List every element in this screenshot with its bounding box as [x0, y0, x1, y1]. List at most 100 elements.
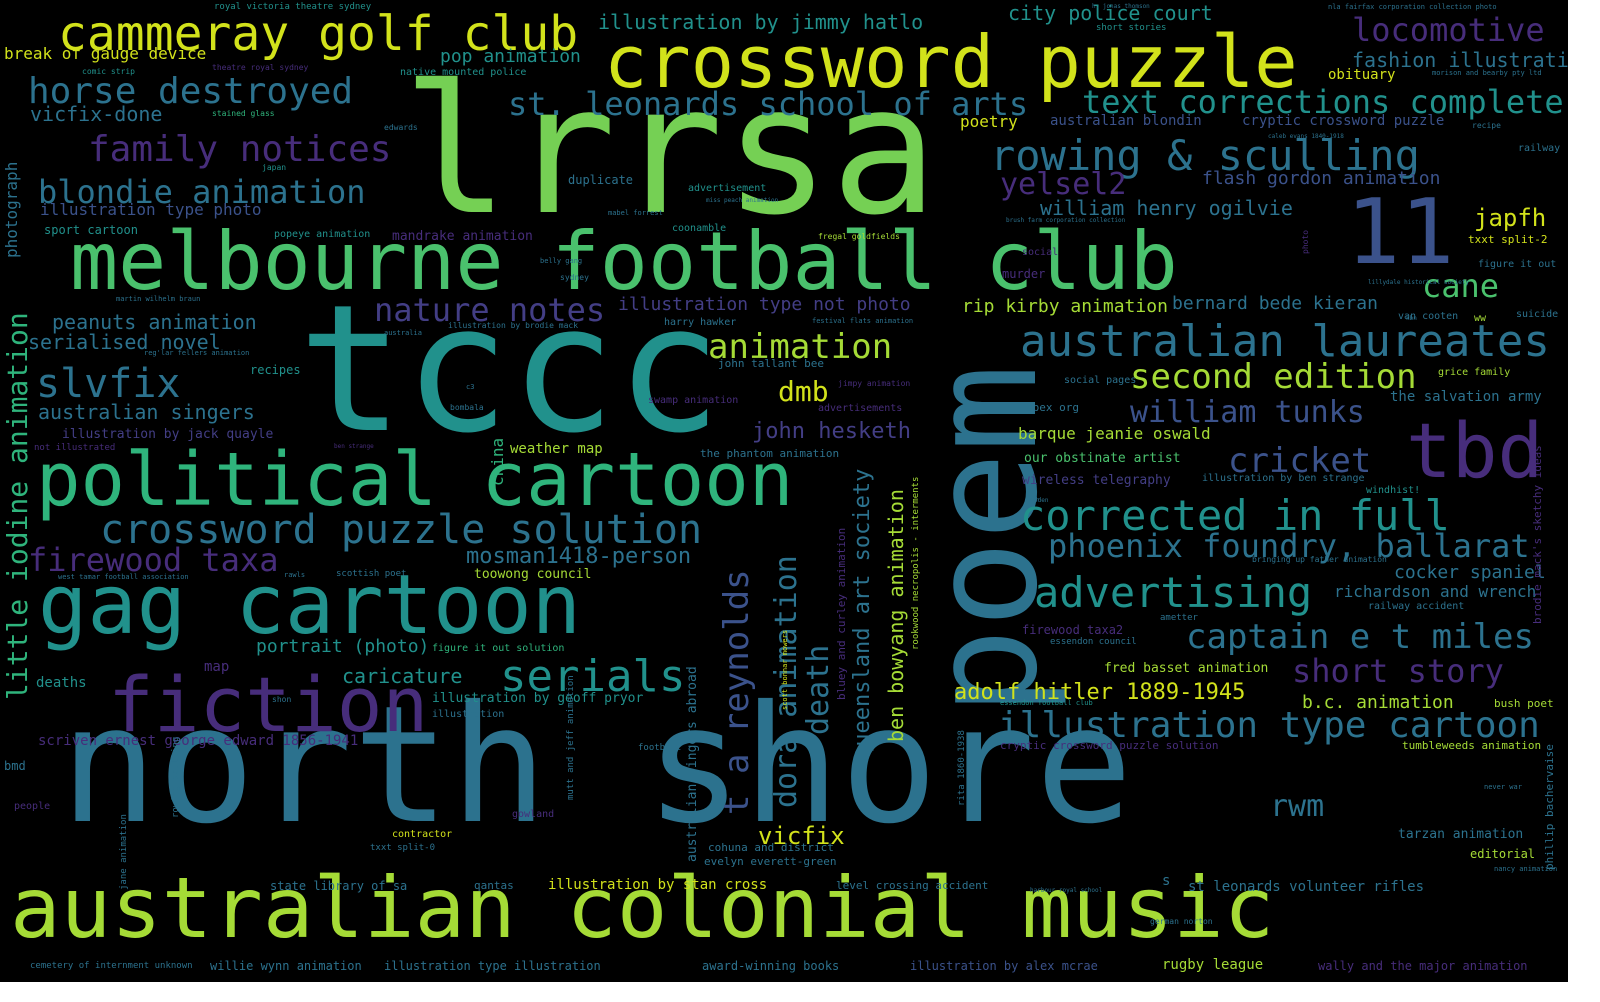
- word-contractor: contractor: [392, 829, 453, 840]
- word-sydney: sydney: [560, 273, 589, 282]
- word-photograph: photograph: [2, 161, 21, 258]
- word-advertising: advertising: [1034, 568, 1313, 617]
- word-short-story: short story: [1292, 652, 1504, 690]
- word-rowing-sculling: rowing & sculling: [990, 131, 1420, 180]
- word-illustration-by-geoff-pryor: illustration by geoff pryor: [432, 691, 644, 706]
- word-s: s: [1162, 873, 1171, 889]
- word-sport-cartoon: sport cartoon: [44, 223, 138, 237]
- word-state-library-of-sa: state library of sa: [270, 879, 408, 893]
- word-bc-animation: b.c. animation: [1302, 692, 1454, 713]
- word-ben-bowyang-animation: ben bowyang animation: [884, 489, 908, 742]
- word-nature-notes: nature notes: [374, 291, 606, 329]
- word-australia: australia: [384, 329, 422, 337]
- word-people: people: [14, 801, 51, 812]
- word-break-of-gauge-device: break of gauge device: [4, 44, 207, 63]
- word-crossword-puzzle: crossword puzzle: [604, 20, 1298, 104]
- word-adolf-hitler-1889-1945: adolf hitler 1889-1945: [954, 680, 1246, 705]
- word-lillydale-historical-society: lillydale historical society: [1368, 279, 1470, 286]
- word-japfh: japfh: [1474, 204, 1547, 232]
- word-blondie-animation: blondie animation: [38, 173, 366, 211]
- word-captain-e-t-miles: captain e t miles: [1186, 617, 1534, 657]
- word-cricket: cricket: [1228, 441, 1372, 481]
- word-locomotive: locomotive: [1352, 11, 1545, 49]
- word-fashion-illustration: fashion illustration: [1352, 48, 1568, 72]
- word-john-tallant-bee: john tallant bee: [718, 357, 824, 370]
- word-poem: poem: [900, 364, 1070, 716]
- word-cane: cane: [1422, 267, 1500, 305]
- word-australian-colonial-music: australian colonial music: [10, 859, 1275, 957]
- word-map: map: [204, 659, 230, 675]
- word-comic-strip: comic strip: [82, 67, 135, 76]
- word-caleb-evans-1840-1918: caleb evans 1840-1918: [1268, 133, 1344, 140]
- word-text-corrections-complete: text corrections complete: [1082, 83, 1564, 121]
- word-william-henry-ogilvie: william henry ogilvie: [1040, 196, 1293, 220]
- word-serials: serials: [500, 651, 686, 702]
- word-cryptic-crossword-puzzle-solution: cryptic crossword puzzle solution: [1000, 739, 1219, 752]
- word-essendon-council: essendon council: [1050, 637, 1137, 647]
- word-illustration: illustration: [432, 709, 505, 720]
- word-essendon-football-club: essendon football club: [1000, 699, 1093, 707]
- word-st-leonards-school-of-arts: st. leonards school of arts: [508, 85, 1029, 123]
- word-horse-destroyed: horse destroyed: [28, 71, 354, 112]
- word-bluey-and-curley-animation: bluey and curley animation: [835, 527, 848, 700]
- word-txxt-split-2: txxt split-2: [1468, 233, 1548, 246]
- word-social: social: [1022, 247, 1059, 258]
- word-illustration-by-jack-quayle: illustration by jack quayle: [62, 427, 274, 442]
- word-swamp-animation: swamp animation: [648, 395, 739, 406]
- word-firewood-taxa2: firewood taxa2: [1022, 623, 1124, 637]
- word-coonamble: coonamble: [672, 223, 727, 234]
- word-obituary: obituary: [1328, 67, 1396, 83]
- word-apex-org: apex org: [1026, 401, 1079, 414]
- word-tccc: tccc: [298, 267, 722, 472]
- word-melbourne-football-club: melbourne football club: [70, 215, 1178, 308]
- word-german-norton: german norton: [1150, 917, 1213, 926]
- word-phillip-bachervaise: phillip bachervaise: [1543, 744, 1556, 870]
- word-mosman1418-person: mosman1418-person: [466, 544, 692, 569]
- word-bringing-up-father-animation: bringing up father animation: [1252, 555, 1387, 564]
- word-barque-jeanie-oswald: barque jeanie oswald: [1018, 424, 1211, 443]
- word-level-crossing-accident: level crossing accident: [836, 879, 989, 892]
- word-popeye-animation: popeye animation: [274, 229, 371, 240]
- word-gag-cartoon: gag cartoon: [38, 558, 582, 653]
- word-miss-peach-animation: miss peach animation: [706, 197, 779, 204]
- word-festival-flats-animation: festival flats animation: [812, 317, 914, 325]
- word-family-notices: family notices: [88, 129, 392, 170]
- word-china: china: [488, 437, 507, 486]
- word-figure-it-out-solution: figure it out solution: [432, 643, 565, 654]
- word-australian-laureates: australian laureates: [1020, 316, 1550, 367]
- word-bmd: bmd: [4, 759, 26, 773]
- word-australian-singers: australian singers: [38, 400, 255, 424]
- word-rawls: rawls: [284, 571, 306, 579]
- word-phoenix-foundry-ballarat: phoenix foundry, ballarat: [1048, 527, 1530, 565]
- word-duplicate: duplicate: [568, 173, 634, 187]
- word-qantas: qantas: [474, 879, 514, 892]
- word-rugby-league: rugby league: [1162, 957, 1264, 973]
- word-shon: shon: [272, 695, 292, 704]
- word-bombala: bombala: [450, 403, 484, 412]
- word-suicide: suicide: [1516, 309, 1559, 320]
- word-social-pages: social pages: [1064, 375, 1137, 386]
- word-photo: photo: [1301, 229, 1310, 254]
- word-wireless-telegraphy: wireless telegraphy: [1022, 473, 1171, 488]
- word-van-cooten: van cooten: [1398, 311, 1459, 322]
- word-firewood-taxa: firewood taxa: [28, 541, 279, 579]
- word-richardson-and-wrench: richardson and wrench: [1334, 582, 1537, 601]
- word-north-shore: north shore: [60, 672, 1133, 860]
- word-native-mounted-police: native mounted police: [400, 67, 527, 78]
- word-william-tunks: william tunks: [1130, 395, 1365, 430]
- word-nla-fairfax-corporation-collection-photo: nla fairfax corporation collection photo: [1328, 3, 1497, 11]
- word-illustration-type-cartoon: illustration type cartoon: [998, 705, 1540, 746]
- word-scottish-poet: scottish poet: [336, 569, 407, 579]
- word-stained-glass: stained glass: [212, 109, 275, 118]
- word-harbour-royal-school: harbour royal school: [1030, 887, 1103, 894]
- word-rwm: rwm: [1270, 789, 1325, 824]
- word-vicfix: vicfix: [758, 822, 845, 850]
- word-11: 11: [1346, 180, 1455, 285]
- word-jane-animation: jane animation: [119, 814, 129, 890]
- word-advertisements: advertisements: [818, 403, 903, 414]
- word-portrait-photo: portrait (photo): [256, 636, 430, 657]
- word-tbd: tbd: [1406, 406, 1544, 495]
- word-west-tamar-football-association: west tamar football association: [58, 573, 189, 581]
- word-recipe: recipe: [1472, 121, 1501, 130]
- word-illustration-by-stan-cross: illustration by stan cross: [548, 877, 768, 893]
